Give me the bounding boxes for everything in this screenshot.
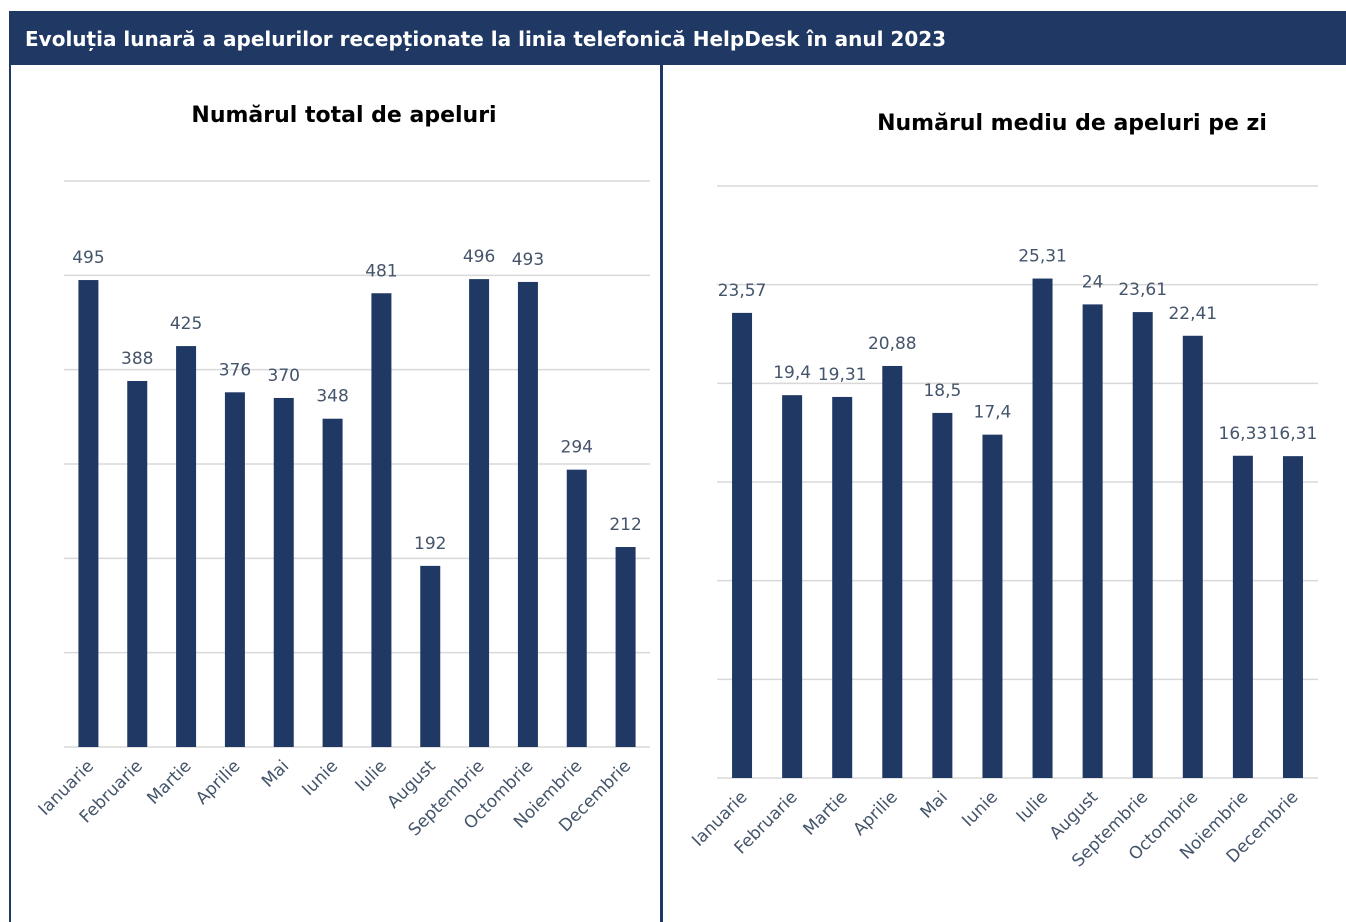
bar-mai bbox=[932, 412, 953, 778]
data-label: 495 bbox=[72, 248, 104, 268]
tick-label: Iunie bbox=[958, 787, 1002, 831]
tick-label: Martie bbox=[799, 787, 851, 839]
bar-noiembrie bbox=[566, 469, 587, 747]
data-label: 18,5 bbox=[923, 381, 961, 401]
bar-octombrie bbox=[517, 281, 538, 747]
bar-martie bbox=[176, 346, 197, 747]
chart-average-calls: Numărul mediu de apeluri pe zi23,57Ianua… bbox=[688, 111, 1318, 871]
panel-divider bbox=[660, 65, 663, 922]
data-label: 16,33 bbox=[1219, 424, 1268, 444]
tick-label: Mai bbox=[258, 756, 293, 791]
bar-august bbox=[1082, 304, 1103, 778]
bar-septembrie bbox=[1132, 312, 1153, 778]
data-label: 22,41 bbox=[1168, 304, 1217, 324]
bar-aprilie bbox=[224, 392, 245, 747]
bar-septembrie bbox=[469, 279, 490, 747]
tick-label: Martie bbox=[143, 756, 195, 808]
bar-februarie bbox=[782, 395, 803, 778]
bar-iunie bbox=[982, 434, 1003, 778]
data-label: 23,61 bbox=[1118, 280, 1167, 300]
data-label: 25,31 bbox=[1018, 247, 1067, 267]
tick-label: Aprilie bbox=[849, 787, 901, 839]
bar-noiembrie bbox=[1232, 455, 1253, 778]
data-label: 370 bbox=[268, 366, 300, 386]
data-label: 19,31 bbox=[818, 365, 867, 385]
bar-iunie bbox=[322, 418, 343, 747]
bar-ianuarie bbox=[78, 280, 99, 747]
bar-aprilie bbox=[882, 365, 903, 778]
bar-august bbox=[420, 565, 441, 747]
tick-label: Mai bbox=[917, 787, 952, 822]
data-label: 24 bbox=[1082, 272, 1104, 292]
tick-label: Iunie bbox=[298, 756, 342, 800]
data-label: 212 bbox=[609, 515, 641, 535]
data-label: 376 bbox=[219, 360, 251, 380]
data-label: 481 bbox=[365, 261, 397, 281]
left-border bbox=[9, 65, 11, 922]
bar-iulie bbox=[371, 293, 392, 747]
page-header-banner: Evoluția lunară a apelurilor recepționat… bbox=[9, 11, 1346, 65]
data-label: 496 bbox=[463, 247, 495, 267]
bar-octombrie bbox=[1182, 335, 1203, 778]
data-label: 388 bbox=[121, 349, 153, 369]
data-label: 19,4 bbox=[773, 363, 811, 383]
data-label: 425 bbox=[170, 314, 202, 334]
chart-title: Numărul mediu de apeluri pe zi bbox=[877, 111, 1267, 136]
tick-label: Iulie bbox=[352, 756, 391, 795]
data-label: 16,31 bbox=[1269, 424, 1318, 444]
data-label: 20,88 bbox=[868, 334, 917, 354]
chart-total-calls: Numărul total de apeluri495Ianuarie388Fe… bbox=[35, 103, 650, 840]
bar-martie bbox=[832, 396, 853, 778]
data-label: 294 bbox=[561, 438, 593, 458]
bar-decembrie bbox=[1282, 456, 1303, 778]
tick-label: Iulie bbox=[1013, 787, 1052, 826]
data-label: 348 bbox=[316, 387, 348, 407]
chart-title: Numărul total de apeluri bbox=[191, 103, 496, 128]
bar-iulie bbox=[1032, 278, 1053, 778]
data-label: 192 bbox=[414, 534, 446, 554]
data-label: 23,57 bbox=[718, 281, 767, 301]
data-label: 493 bbox=[512, 250, 544, 270]
bar-februarie bbox=[127, 380, 148, 747]
data-label: 17,4 bbox=[974, 403, 1012, 423]
bar-ianuarie bbox=[732, 312, 753, 778]
bar-decembrie bbox=[615, 547, 636, 747]
bar-mai bbox=[273, 397, 294, 747]
tick-label: Aprilie bbox=[192, 756, 244, 808]
page-title: Evoluția lunară a apelurilor recepționat… bbox=[25, 27, 947, 51]
